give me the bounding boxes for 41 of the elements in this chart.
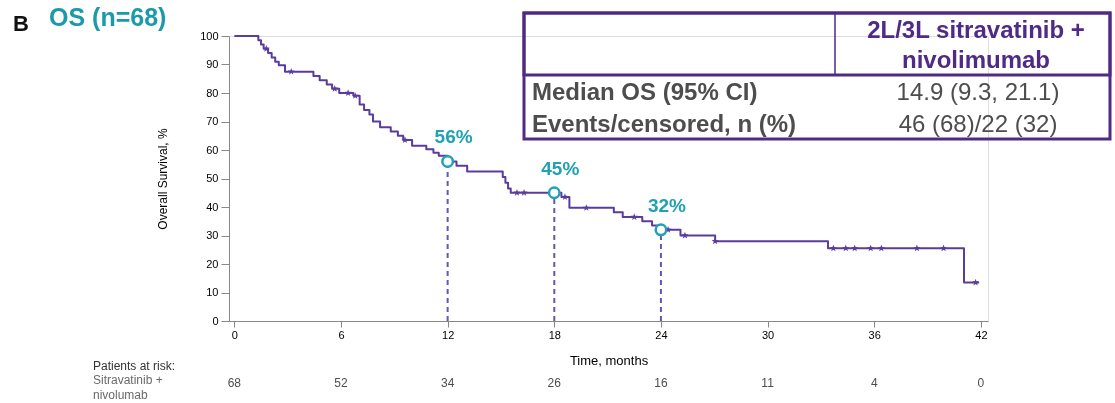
x-tick-label: 0: [231, 328, 238, 341]
legend-label: Sitravatinib + nivolumab: [93, 373, 163, 402]
annotation: 14.9 (9.3, 21.1): [896, 78, 1060, 105]
text: Patients at risk:: [93, 359, 176, 373]
data-label: 32%: [647, 194, 687, 216]
data-label: 0: [977, 376, 985, 390]
data-label: 56%: [434, 126, 473, 148]
x-axis-title: Time, months: [569, 352, 649, 368]
x-tick-label: 18: [548, 328, 561, 341]
y-tick-label: 30: [206, 229, 219, 241]
x-tick-label: 24: [655, 328, 668, 341]
annotation: 46 (68)/22 (32): [898, 110, 1058, 137]
y-tick-label: 60: [206, 143, 219, 156]
y-tick-label: 0: [212, 314, 219, 327]
y-tick-label: 100: [200, 29, 219, 42]
y-tick-label: 70: [206, 115, 219, 127]
data-label: 52: [334, 376, 348, 390]
text: B: [13, 11, 29, 36]
data-label: 34: [440, 376, 455, 390]
chart-title: OS (n=68): [49, 2, 167, 31]
data-label: 45%: [541, 157, 580, 179]
y-tick-label: 50: [206, 172, 219, 184]
x-tick-label: 6: [338, 328, 345, 341]
y-axis-title: Overall Survival, %: [156, 128, 171, 230]
data-label: 26: [547, 376, 562, 390]
y-tick-label: 80: [206, 86, 219, 99]
y-tick-label: 10: [206, 286, 219, 298]
y-tick-label: 40: [206, 200, 219, 213]
y-tick-label: 20: [206, 257, 219, 270]
x-tick-label: 12: [442, 328, 455, 341]
data-label: 4: [870, 376, 878, 390]
annotation: Median OS (95% CI): [532, 78, 758, 105]
data-label: 16: [654, 376, 668, 390]
data-label: 68: [227, 376, 242, 390]
x-tick-label: 30: [761, 328, 775, 341]
annotation: 2L/3L sitravatinib + nivolimumab: [867, 16, 1085, 73]
data-label: 11: [761, 376, 775, 390]
x-tick-label: 42: [975, 328, 988, 341]
y-tick-label: 90: [206, 58, 219, 70]
annotation: Events/censored, n (%): [532, 110, 797, 137]
x-tick-label: 36: [868, 328, 881, 341]
